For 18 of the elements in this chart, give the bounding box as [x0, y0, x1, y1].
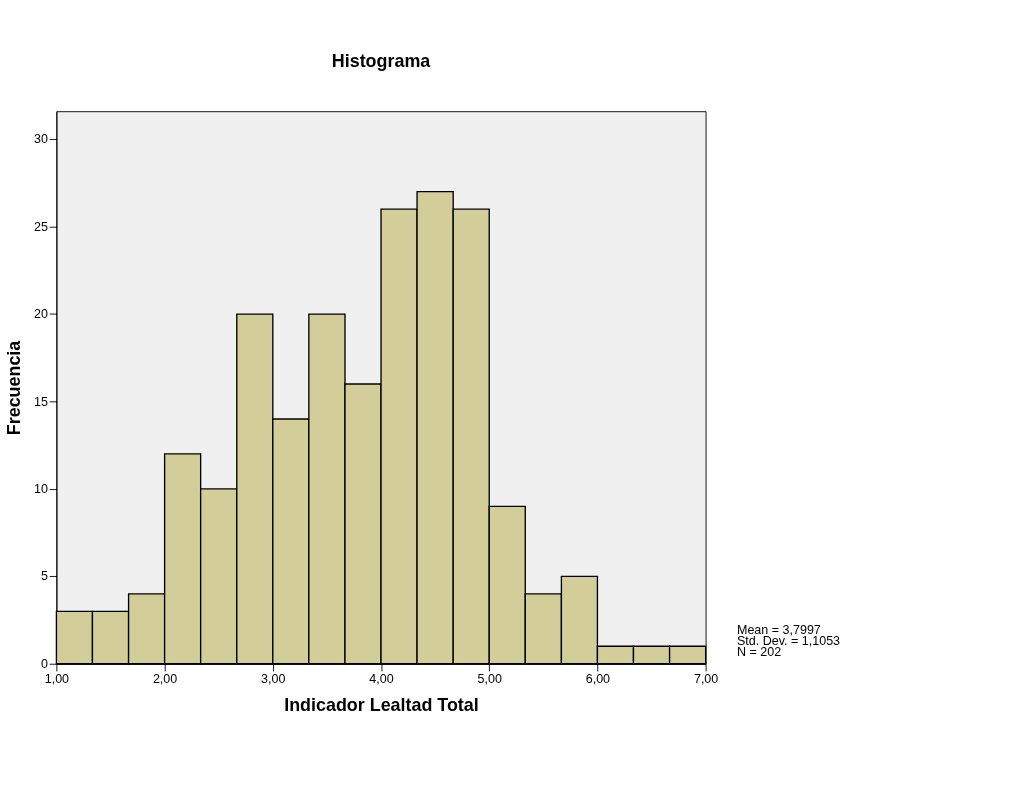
- x-tick-label: 7,00: [693, 672, 719, 687]
- x-tick-label: 3,00: [261, 672, 286, 687]
- y-tick-label: 30: [33, 132, 48, 147]
- y-tick-label: 25: [33, 219, 48, 234]
- y-tick-label: 0: [40, 656, 48, 671]
- text: N = 202: [736, 644, 782, 659]
- y-tick-label: 5: [40, 569, 48, 584]
- x-axis-title: Indicador Lealtad Total: [284, 694, 479, 715]
- x-tick-label: 5,00: [477, 672, 502, 687]
- x-tick-label: 4,00: [369, 672, 394, 687]
- y-tick-label: 20: [33, 307, 48, 322]
- chart-title: Histograma: [331, 51, 432, 72]
- y-tick-label: 10: [33, 481, 48, 496]
- x-tick-label: 1,00: [44, 672, 70, 687]
- x-tick-label: 6,00: [585, 672, 611, 687]
- y-tick-label: 15: [33, 394, 48, 409]
- y-axis-title: Frecuencia: [3, 339, 24, 436]
- x-tick-label: 2,00: [152, 672, 178, 687]
